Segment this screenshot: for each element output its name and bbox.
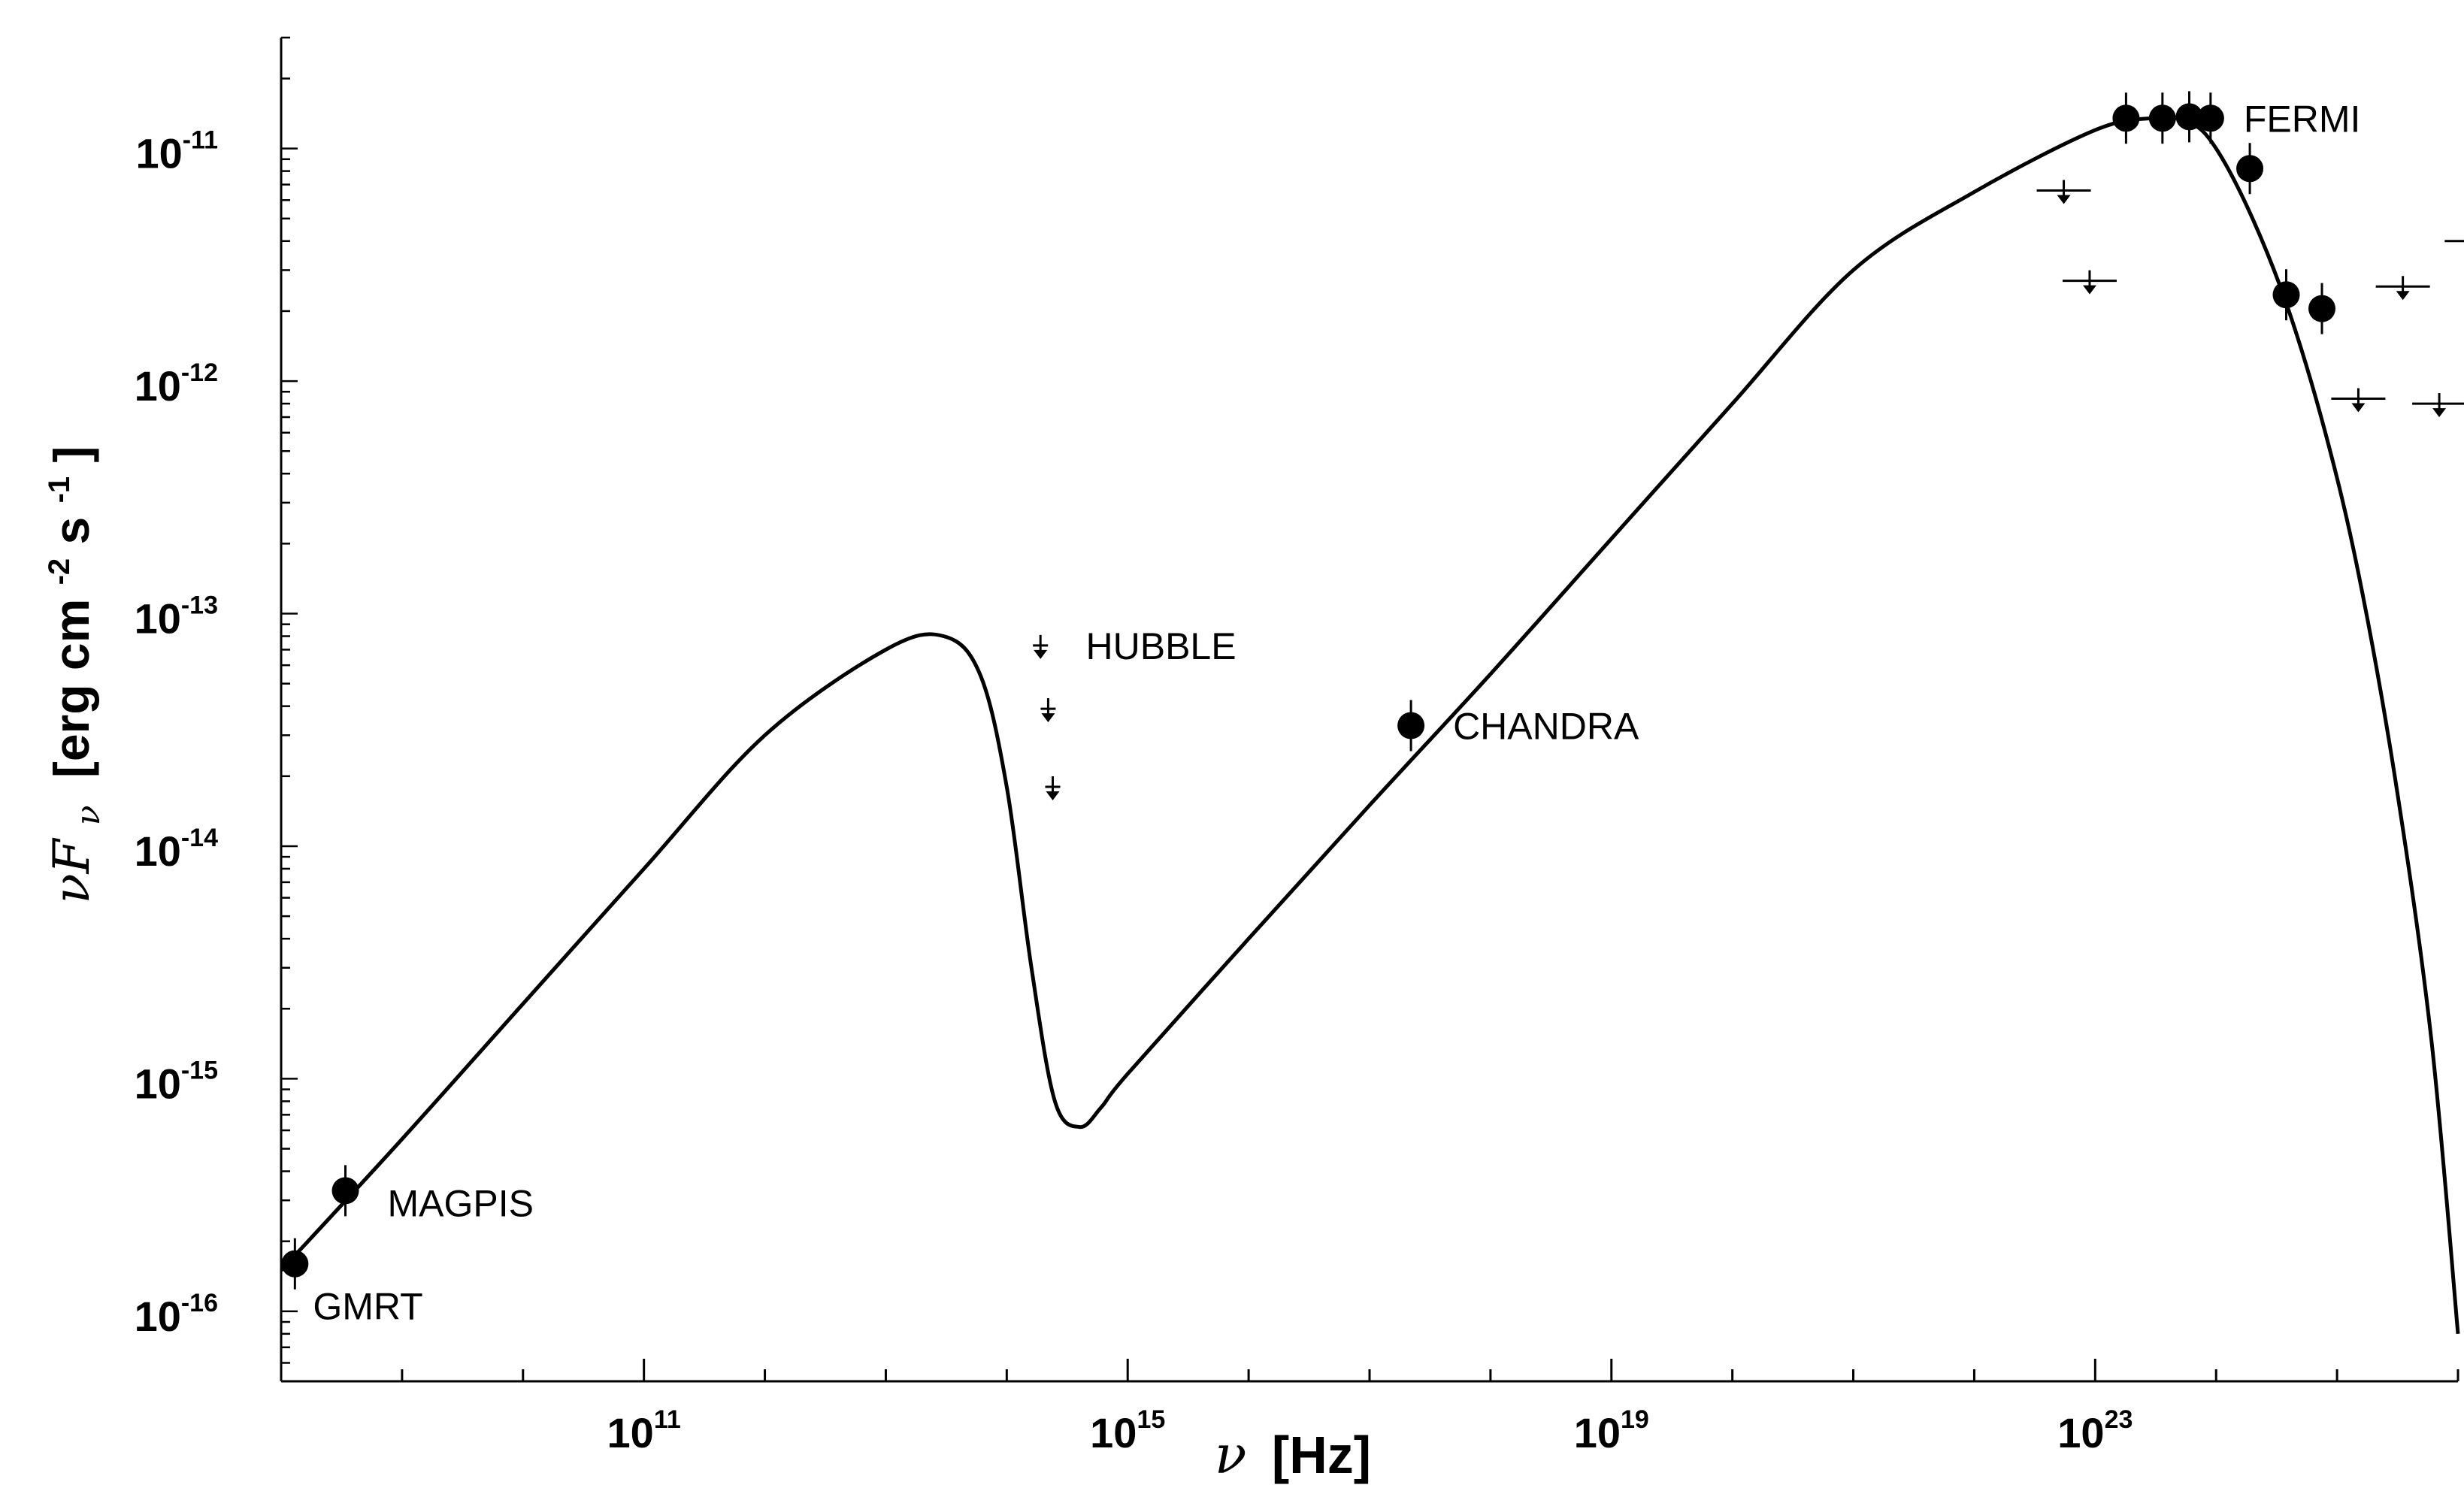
axes: 1011 1015 1019 102310-1110-1210-1310-1410-1… [135,36,2459,1456]
y-tick-base: 10 [135,1293,181,1340]
data-point [1397,712,1425,739]
x-tick-label: 1019 [1574,1405,1649,1456]
y-tick-exp: -15 [181,1056,218,1084]
point-label: GMRT [313,1286,422,1328]
point-labels-layer: GMRT MAGPIS HUBBLE CHANDRA FERMI [313,98,2360,1327]
y-tick-exp: -13 [181,591,218,620]
point-label: HUBBLE [1086,625,1237,667]
x-tick-exp: 15 [1137,1405,1165,1434]
y-tick-base: 10 [135,130,182,177]
data-point [281,1250,309,1278]
data-points-layer [281,91,2336,1290]
data-point [2112,104,2140,132]
data-point [2308,295,2336,322]
x-tick-label: 1023 [2057,1405,2133,1456]
x-axis-unit: [Hz] [1272,1426,1371,1484]
x-tick-label: 1015 [1090,1405,1165,1456]
y-tick-base: 10 [135,362,181,410]
data-point [2236,155,2264,183]
data-point [2272,281,2300,309]
y-axis-symbol: νF [43,837,101,903]
y-tick-label: 10-11 [135,126,218,177]
y-axis-unit-exp1: -2 [43,558,76,585]
y-tick-base: 10 [135,595,181,643]
y-axis-unit-prefix: [erg cm [44,599,99,778]
x-tick-exp: 23 [2105,1405,2133,1434]
point-label: FERMI [2244,98,2361,140]
data-point [331,1177,359,1205]
x-tick-label: 1011 [607,1405,681,1456]
upper-limit-arrow [2057,195,2071,204]
x-tick-base: 10 [2057,1409,2104,1456]
y-tick-base: 10 [135,1060,181,1107]
upper-limit-arrow [2082,285,2096,295]
y-tick-base: 10 [135,827,181,875]
y-tick-label: 10-13 [135,591,218,643]
model-curve [280,115,2460,1335]
y-axis-unit-suffix: ] [44,446,99,462]
x-tick-exp: 11 [654,1405,681,1434]
x-tick-base: 10 [1090,1409,1137,1456]
upper-limit-arrow [1041,713,1055,723]
y-tick-exp: -14 [181,824,218,852]
y-tick-label: 10-12 [135,358,218,410]
y-axis-subscript: ν [69,805,107,825]
upper-limit-arrow [2432,408,2447,418]
point-label: MAGPIS [388,1182,534,1224]
y-axis-unit-exp2: -1 [43,476,76,504]
x-tick-base: 10 [1574,1409,1621,1456]
data-point [2175,103,2203,131]
upper-limit-arrow [1034,649,1048,659]
x-axis-symbol: ν [1215,1424,1247,1486]
upper-limit-arrow [2351,403,2366,413]
y-tick-exp: -11 [183,126,218,155]
data-point [2148,104,2176,132]
x-tick-base: 10 [607,1409,654,1456]
x-axis-label: ν [Hz] [1215,1424,1371,1486]
upper-limit-arrow [2396,291,2410,301]
y-tick-exp: -12 [181,358,218,387]
model-curve-layer [280,115,2460,1335]
point-label: CHANDRA [1453,706,1639,748]
y-tick-label: 10-14 [135,824,219,875]
y-tick-label: 10-15 [135,1056,218,1107]
y-tick-exp: -16 [181,1289,218,1317]
data-point [2196,104,2224,132]
y-axis-unit-mid: s [44,517,99,545]
upper-limit-arrow [1046,791,1060,800]
x-tick-exp: 19 [1621,1405,1649,1434]
y-axis-label: νF ν [erg cm -2 s -1 ] [24,446,110,903]
y-tick-label: 10-16 [135,1289,218,1340]
upper-limits-layer [1033,180,2464,800]
